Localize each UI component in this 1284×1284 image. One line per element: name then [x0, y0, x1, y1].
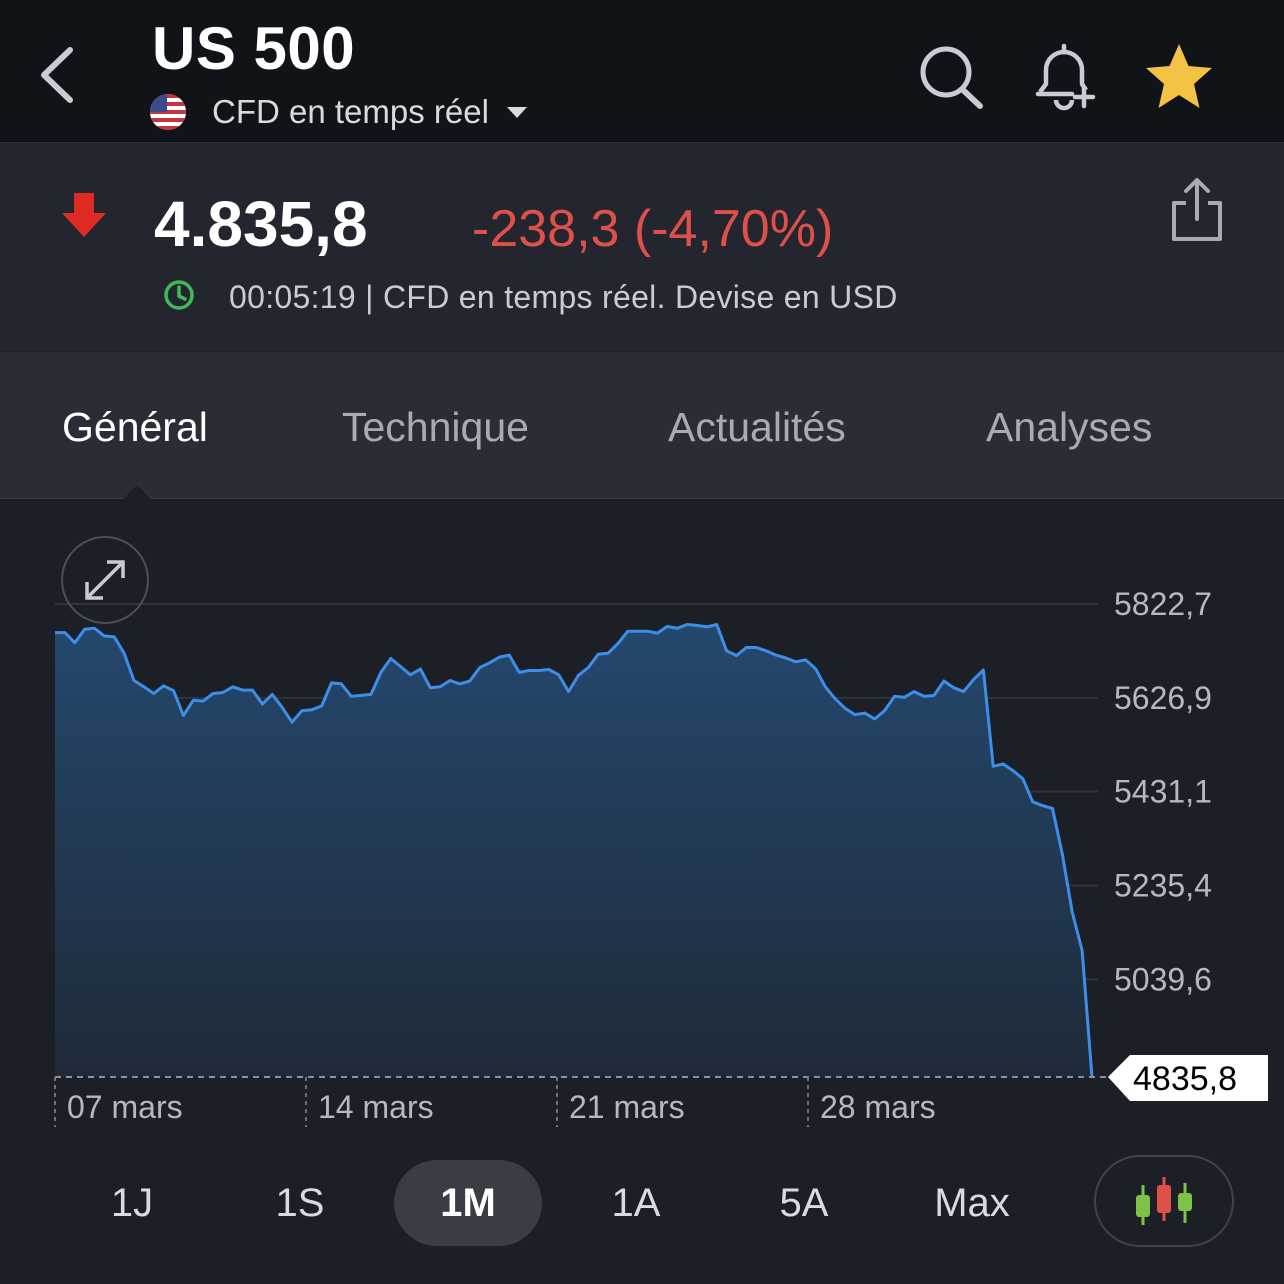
range-1a[interactable]: 1A: [611, 1181, 661, 1225]
y-tick-label: 5039,6: [1114, 961, 1212, 997]
back-arrow-icon[interactable]: [30, 40, 90, 110]
clock-icon: [163, 279, 195, 311]
search-icon[interactable]: [916, 40, 986, 114]
last-price-badge-label: 4835,8: [1133, 1060, 1237, 1098]
bell-plus-icon[interactable]: [1028, 40, 1098, 114]
tab-actualites[interactable]: Actualités: [668, 404, 846, 450]
x-tick-label: 28 mars: [820, 1089, 936, 1125]
star-icon[interactable]: [1142, 40, 1212, 114]
top-bar: US 500 CFD en temps réel: [0, 0, 1284, 143]
quote-status: 00:05:19 | CFD en temps réel. Devise en …: [229, 279, 898, 315]
y-tick-label: 5822,7: [1114, 586, 1212, 622]
last-price: 4.835,8: [154, 188, 368, 260]
tab-technique[interactable]: Technique: [342, 404, 529, 450]
y-tick-label: 5626,9: [1114, 680, 1212, 716]
share-icon[interactable]: [1168, 177, 1226, 243]
active-tab-indicator: [123, 485, 151, 499]
chevron-down-icon: [506, 106, 527, 118]
chart-svg: 5822,7 5626,9 5431,1 5235,4 5039,6 07 mars 14…: [54, 586, 1268, 1127]
time-range-selector: 1J 1S 1M 1A 5A Max: [0, 1150, 1284, 1284]
candlestick-icon: [1136, 1177, 1192, 1225]
arrow-down-icon: [60, 191, 108, 239]
subtitle-label: CFD en temps réel: [212, 93, 489, 130]
price-line: [55, 623, 1094, 1078]
range-1j[interactable]: 1J: [110, 1181, 154, 1225]
x-tick-label: 21 mars: [569, 1089, 685, 1125]
candlestick-toggle-button[interactable]: [1094, 1155, 1234, 1247]
x-tick-label: 07 mars: [67, 1089, 183, 1125]
quote-panel: 4.835,8 -238,3 (-4,70%) 00:05:19 | CFD e…: [0, 143, 1284, 351]
tab-general[interactable]: Général: [62, 404, 208, 450]
expand-chart-button[interactable]: [61, 536, 149, 624]
range-5a[interactable]: 5A: [779, 1181, 829, 1225]
range-1m[interactable]: 1M: [394, 1160, 542, 1246]
y-tick-label: 5235,4: [1114, 867, 1212, 903]
last-price-badge: [1108, 1055, 1268, 1101]
price-chart[interactable]: 5822,7 5626,9 5431,1 5235,4 5039,6 07 mars 14…: [0, 499, 1284, 1149]
tab-analyses[interactable]: Analyses: [986, 404, 1153, 450]
expand-icon: [85, 560, 125, 600]
range-1s[interactable]: 1S: [275, 1181, 325, 1225]
range-max[interactable]: Max: [934, 1181, 1010, 1225]
instrument-selector[interactable]: CFD en temps réel: [150, 92, 527, 132]
price-change: -238,3 (-4,70%): [472, 200, 834, 258]
y-tick-label: 5431,1: [1114, 774, 1212, 810]
x-tick-label: 14 mars: [318, 1089, 434, 1125]
us-flag-icon: [150, 94, 186, 130]
price-area: [55, 624, 1092, 1077]
section-tabs: Général Technique Actualités Analyses: [0, 352, 1284, 499]
instrument-title: US 500: [152, 15, 356, 82]
